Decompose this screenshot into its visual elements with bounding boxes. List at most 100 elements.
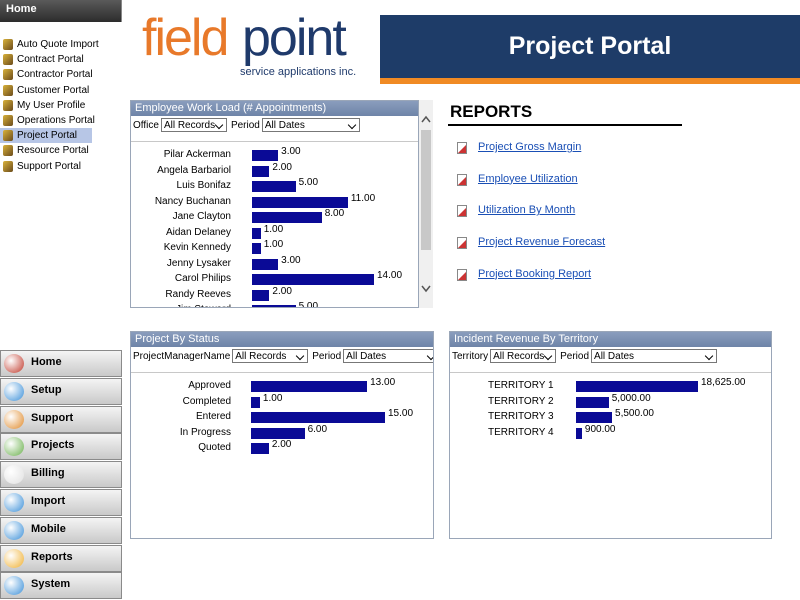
nav-icon bbox=[4, 381, 24, 401]
workload-panel: Employee Work Load (# Appointments) Offic… bbox=[130, 100, 419, 308]
nav-button[interactable]: System bbox=[0, 572, 122, 600]
nav-button[interactable]: Setup bbox=[0, 377, 122, 405]
report-icon bbox=[457, 142, 467, 154]
link-icon bbox=[3, 145, 13, 157]
panel-title: Employee Work Load (# Appointments) bbox=[131, 101, 418, 116]
link-icon bbox=[3, 160, 13, 172]
report-link[interactable]: Employee Utilization bbox=[478, 172, 578, 185]
link-icon bbox=[3, 54, 13, 66]
nav-button[interactable]: Projects bbox=[0, 433, 122, 461]
value-label: 2.00 bbox=[272, 161, 292, 173]
bar bbox=[576, 427, 582, 439]
filter-select[interactable]: All Dates bbox=[261, 118, 360, 132]
link-icon bbox=[3, 84, 13, 96]
category-label: TERRITORY 2 bbox=[488, 395, 554, 407]
link-text: Project Portal bbox=[17, 130, 78, 142]
filter-label: Territory bbox=[452, 350, 489, 362]
sidebar-link[interactable]: Auto Quote Import bbox=[0, 37, 99, 52]
filter-select[interactable]: All Dates bbox=[343, 349, 433, 363]
bar bbox=[252, 258, 279, 270]
sidebar-link[interactable]: Project Portal bbox=[0, 128, 92, 144]
nav-button[interactable]: Reports bbox=[0, 544, 122, 572]
category-label: Entered bbox=[195, 411, 231, 423]
panel-title: Project By Status bbox=[131, 332, 433, 347]
value-label: 11.00 bbox=[350, 192, 376, 204]
report-icon bbox=[457, 173, 467, 186]
category-label: TERRITORY 1 bbox=[488, 380, 554, 391]
sidebar-link[interactable]: Contractor Portal bbox=[0, 67, 93, 82]
bar bbox=[252, 227, 261, 239]
category-label: Jim Steward bbox=[176, 304, 231, 307]
bar bbox=[252, 305, 296, 307]
nav-icon bbox=[4, 520, 24, 540]
category-label: Approved bbox=[188, 380, 231, 391]
report-link[interactable]: Project Booking Report bbox=[478, 267, 592, 280]
logo-tagline: service applications inc. bbox=[240, 66, 357, 78]
filter-select[interactable]: All Dates bbox=[591, 349, 718, 363]
bar bbox=[252, 181, 296, 192]
sidebar-link[interactable]: Resource Portal bbox=[0, 143, 92, 158]
category-label: Jane Clayton bbox=[172, 211, 231, 222]
nav-text: Home bbox=[31, 356, 62, 368]
nav-button[interactable]: Billing bbox=[0, 461, 122, 489]
banner-stripe bbox=[380, 78, 800, 84]
report-icon bbox=[457, 237, 467, 250]
link-icon bbox=[3, 130, 13, 142]
value-label: 5,000.00 bbox=[611, 392, 651, 404]
nav-text: Import bbox=[31, 495, 66, 507]
nav-button[interactable]: Home bbox=[0, 350, 122, 377]
link-text: Operations Portal bbox=[17, 115, 95, 126]
value-label: 5.00 bbox=[298, 177, 319, 188]
value-label: 18,625.00 bbox=[701, 377, 746, 388]
value-label: 1.00 bbox=[263, 239, 284, 250]
category-label: TERRITORY 4 bbox=[488, 426, 554, 438]
filter-row: ProjectManagerName All Records Period All D… bbox=[133, 349, 433, 366]
link-text: Support Portal bbox=[17, 160, 81, 172]
nav-icon bbox=[4, 409, 24, 429]
nav-text: Support bbox=[31, 411, 74, 424]
sidebar-link[interactable]: Operations Portal bbox=[0, 113, 95, 128]
nav-text: System bbox=[31, 578, 71, 591]
scroll-arrows bbox=[421, 115, 431, 293]
bar bbox=[251, 381, 368, 392]
nav-button[interactable]: Support bbox=[0, 405, 122, 433]
filter-select[interactable]: All Records bbox=[232, 349, 309, 363]
filter-label: ProjectManagerName bbox=[133, 350, 231, 362]
status-panel: Project By Status ProjectManagerName All R… bbox=[130, 331, 434, 539]
value-label: 2.00 bbox=[272, 285, 292, 297]
nav-text: Projects bbox=[31, 439, 75, 452]
value-label: 15.00 bbox=[388, 408, 414, 420]
sidebar-link[interactable]: Customer Portal bbox=[0, 83, 92, 98]
filter-select[interactable]: All Records bbox=[160, 118, 227, 132]
sidebar-link[interactable]: My User Profile bbox=[0, 98, 92, 113]
territory-panel: Incident Revenue By Territory Territory Al… bbox=[449, 331, 772, 539]
nav-button[interactable]: Import bbox=[0, 489, 122, 516]
category-label: Pilar Ackerman bbox=[163, 149, 231, 160]
report-link[interactable]: Project Gross Margin bbox=[478, 141, 582, 153]
reports-title: REPORTS bbox=[450, 102, 533, 121]
sidebar-link[interactable]: Contract Portal bbox=[0, 52, 92, 67]
separator bbox=[131, 372, 433, 373]
category-label: Randy Reeves bbox=[165, 288, 231, 300]
nav-button[interactable]: Mobile bbox=[0, 516, 122, 544]
category-label: Completed bbox=[182, 395, 231, 407]
value-label: 3.00 bbox=[281, 254, 301, 266]
report-link[interactable]: Utilization By Month bbox=[478, 204, 576, 217]
nav-icon bbox=[4, 437, 24, 457]
report-icon bbox=[457, 268, 467, 281]
bar bbox=[576, 396, 609, 408]
report-link[interactable]: Project Revenue Forecast bbox=[478, 236, 606, 249]
category-label: Nancy Buchanan bbox=[154, 195, 231, 207]
filter-label: Period bbox=[560, 350, 590, 362]
nav-icon bbox=[4, 465, 24, 485]
filter-select[interactable]: All Records bbox=[490, 349, 557, 363]
sidebar-header[interactable]: Home bbox=[0, 0, 122, 22]
filter-label: Office bbox=[133, 119, 159, 131]
bar bbox=[252, 196, 348, 208]
scrollbar[interactable] bbox=[419, 100, 433, 308]
sidebar-link[interactable]: Support Portal bbox=[0, 159, 92, 174]
link-text: Auto Quote Import bbox=[17, 39, 99, 50]
category-label: Angela Barbariol bbox=[157, 164, 231, 176]
value-label: 3.00 bbox=[281, 146, 301, 157]
value-label: 5.00 bbox=[298, 301, 319, 308]
